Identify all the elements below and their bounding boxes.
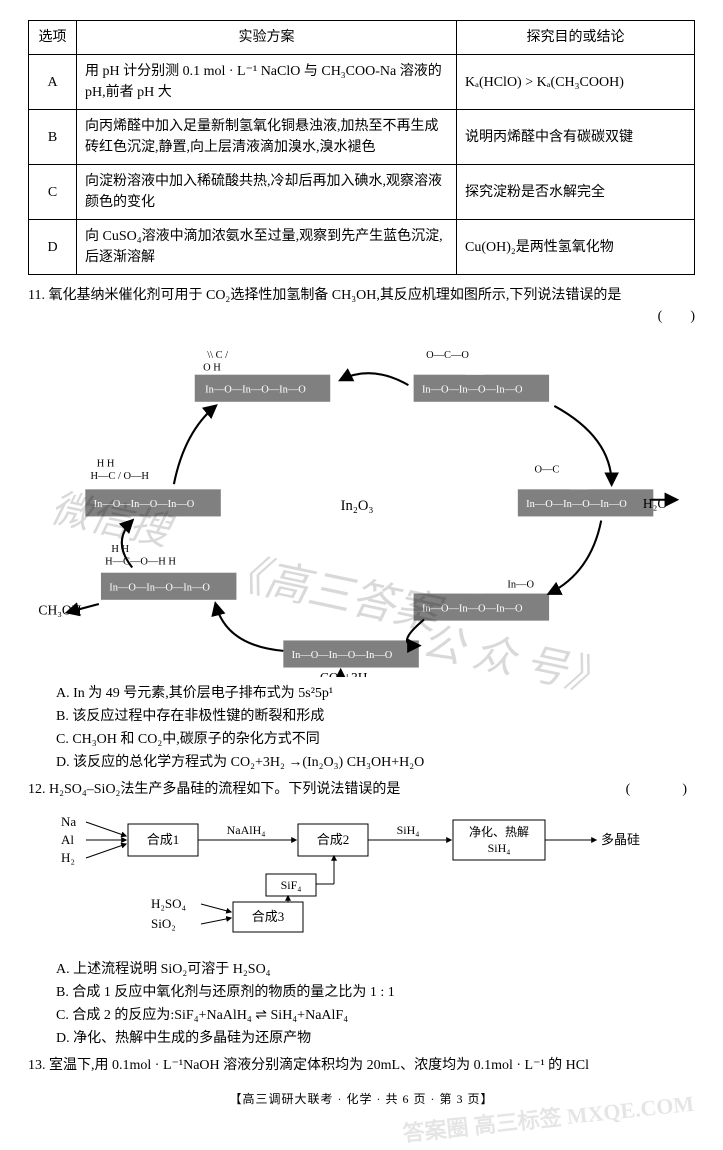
table-row: D 向 CuSO₄溶液中滴加浓氨水至过量,观察到先产生蓝色沉淀,后逐渐溶解 Cu… xyxy=(29,220,695,275)
svg-text:In—O—In—O—In—O: In—O—In—O—In—O xyxy=(94,499,195,510)
svg-text:合成2: 合成2 xyxy=(317,832,350,847)
svg-text:SiH₄: SiH₄ xyxy=(397,823,420,837)
cell-plan: 向淀粉溶液中加入稀硫酸共热,冷却后再加入碘水,观察溶液颜色的变化 xyxy=(77,165,457,220)
bottom-input: CO₂+3H₂ xyxy=(320,670,372,677)
q12-optC: C. 合成 2 的反应为:SiF₄+NaAlH₄ ⇌ SiH₄+NaAlF₄ xyxy=(56,1005,695,1026)
table-row: A 用 pH 计分别测 0.1 mol · L⁻¹ NaClO 与 CH₃COO… xyxy=(29,55,695,110)
cell-plan: 用 pH 计分别测 0.1 mol · L⁻¹ NaClO 与 CH₃COO‑N… xyxy=(77,55,457,110)
table-row: B 向丙烯醛中加入足量新制氢氧化铜悬浊液,加热至不再生成砖红色沉淀,静置,向上层… xyxy=(29,110,695,165)
q11-optD: D. 该反应的总化学方程式为 CO₂+3H₂ →(In₂O₃) CH₃OH+H₂… xyxy=(56,752,695,773)
svg-text:H—C—O—H H: H—C—O—H H xyxy=(105,556,176,567)
q12-num: 12. xyxy=(28,782,46,797)
svg-text:SiO₂: SiO₂ xyxy=(151,916,176,931)
svg-text:O—C—O: O—C—O xyxy=(426,350,469,361)
svg-text:多晶硅: 多晶硅 xyxy=(601,832,640,847)
svg-text:O—C: O—C xyxy=(535,465,560,476)
svg-text:\\ C /: \\ C / xyxy=(207,350,228,361)
q10-table: 选项 实验方案 探究目的或结论 A 用 pH 计分别测 0.1 mol · L⁻… xyxy=(28,20,695,275)
cell-plan: 向 CuSO₄溶液中滴加浓氨水至过量,观察到先产生蓝色沉淀,后逐渐溶解 xyxy=(77,220,457,275)
q13-num: 13. xyxy=(28,1058,46,1073)
right-output: H₂O xyxy=(643,496,667,511)
svg-text:In—O—In—O—In—O: In—O—In—O—In—O xyxy=(422,603,523,614)
q12-optA: A. 上述流程说明 SiO₂可溶于 H₂SO₄ xyxy=(56,959,695,980)
svg-text:H₂: H₂ xyxy=(61,850,75,865)
cell-opt: D xyxy=(29,220,77,275)
cell-opt: C xyxy=(29,165,77,220)
q12-stem: H₂SO₄–SiO₂法生产多晶硅的流程如下。下列说法错误的是 xyxy=(49,782,400,797)
q13-stem: 室温下,用 0.1mol · L⁻¹NaOH 溶液分别滴定体积均为 20mL、浓… xyxy=(49,1058,589,1073)
q12-flow-diagram: Na Al H₂ 合成1 NaAlH₄ 合成2 SiH₄ 净化、热解 SiH₄ … xyxy=(56,812,656,942)
q11-mechanism-diagram: O H \\ C / In—O—In—O—In—O O—C—O In—O—In—… xyxy=(28,333,695,677)
q11-paren: ( ) xyxy=(28,306,695,327)
q12: 12. H₂SO₄–SiO₂法生产多晶硅的流程如下。下列说法错误的是 ( ) xyxy=(28,779,695,800)
svg-text:合成1: 合成1 xyxy=(147,832,180,847)
svg-text:NaAlH₄: NaAlH₄ xyxy=(227,823,266,837)
cell-concl: Kₐ(HClO) > Kₐ(CH₃COOH) xyxy=(457,55,695,110)
cell-opt: B xyxy=(29,110,77,165)
q11-optA: A. In 为 49 号元素,其价层电子排布式为 5s²5p¹ xyxy=(56,683,695,704)
q11: 11. 氧化基纳米催化剂可用于 CO₂选择性加氢制备 CH₃OH,其反应机理如图… xyxy=(28,285,695,327)
th-plan: 实验方案 xyxy=(77,21,457,55)
table-row: C 向淀粉溶液中加入稀硫酸共热,冷却后再加入碘水,观察溶液颜色的变化 探究淀粉是… xyxy=(29,165,695,220)
svg-text:In—O: In—O xyxy=(507,579,534,590)
q13: 13. 室温下,用 0.1mol · L⁻¹NaOH 溶液分别滴定体积均为 20… xyxy=(28,1055,695,1076)
cell-opt: A xyxy=(29,55,77,110)
cell-concl: 探究淀粉是否水解完全 xyxy=(457,165,695,220)
svg-text:Al: Al xyxy=(61,832,74,847)
q11-optC: C. CH₃OH 和 CO₂中,碳原子的杂化方式不同 xyxy=(56,729,695,750)
svg-text:净化、热解: 净化、热解 xyxy=(469,825,529,839)
svg-text:In—O—In—O—In—O: In—O—In—O—In—O xyxy=(205,384,306,395)
q12-optD: D. 净化、热解中生成的多晶硅为还原产物 xyxy=(56,1028,695,1049)
svg-text:Na: Na xyxy=(61,814,76,829)
q11-stem: 氧化基纳米催化剂可用于 CO₂选择性加氢制备 CH₃OH,其反应机理如图所示,下… xyxy=(48,288,621,303)
svg-text:SiH₄: SiH₄ xyxy=(488,841,511,855)
cell-concl: Cu(OH)₂是两性氢氧化物 xyxy=(457,220,695,275)
svg-text:In—O—In—O—In—O: In—O—In—O—In—O xyxy=(292,650,393,661)
th-conclusion: 探究目的或结论 xyxy=(457,21,695,55)
svg-text:H—C / O—H: H—C / O—H xyxy=(91,471,150,482)
svg-text:In—O—In—O—In—O: In—O—In—O—In—O xyxy=(526,499,627,510)
svg-text:In—O—In—O—In—O: In—O—In—O—In—O xyxy=(109,582,210,593)
svg-text:合成3: 合成3 xyxy=(252,909,285,924)
svg-text:H H: H H xyxy=(97,458,115,469)
q11-num: 11. xyxy=(28,288,45,303)
svg-text:In—O—In—O—In—O: In—O—In—O—In—O xyxy=(422,384,523,395)
th-option: 选项 xyxy=(29,21,77,55)
svg-text:O H: O H xyxy=(203,363,221,374)
center-label: In₂O₃ xyxy=(341,498,374,514)
q12-paren: ( ) xyxy=(626,779,695,800)
q11-optB: B. 该反应过程中存在非极性键的断裂和形成 xyxy=(56,706,695,727)
cell-plan: 向丙烯醛中加入足量新制氢氧化铜悬浊液,加热至不再生成砖红色沉淀,静置,向上层清液… xyxy=(77,110,457,165)
q11-options: A. In 为 49 号元素,其价层电子排布式为 5s²5p¹ B. 该反应过程… xyxy=(56,683,695,773)
q12-options: A. 上述流程说明 SiO₂可溶于 H₂SO₄ B. 合成 1 反应中氧化剂与还… xyxy=(56,959,695,1049)
svg-text:SiF₄: SiF₄ xyxy=(281,878,302,892)
svg-text:H₂SO₄: H₂SO₄ xyxy=(151,896,187,911)
cell-concl: 说明丙烯醛中含有碳碳双键 xyxy=(457,110,695,165)
svg-text:H H: H H xyxy=(111,544,129,555)
q12-optB: B. 合成 1 反应中氧化剂与还原剂的物质的量之比为 1 : 1 xyxy=(56,982,695,1003)
